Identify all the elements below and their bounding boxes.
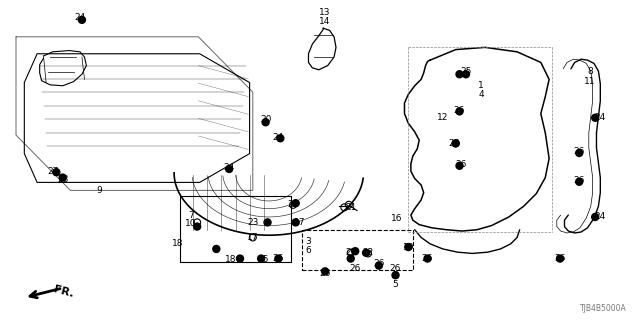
Text: 27: 27 xyxy=(47,167,59,176)
Circle shape xyxy=(322,268,328,275)
Circle shape xyxy=(194,223,200,230)
Text: 11: 11 xyxy=(584,77,596,86)
Text: 19: 19 xyxy=(403,243,414,252)
Circle shape xyxy=(424,255,431,262)
Text: 28: 28 xyxy=(57,175,68,184)
Text: 23: 23 xyxy=(287,200,299,209)
Text: 26: 26 xyxy=(373,260,385,268)
Text: 17: 17 xyxy=(294,218,305,227)
Text: 2: 2 xyxy=(393,271,398,280)
Text: 10: 10 xyxy=(185,220,196,228)
Circle shape xyxy=(456,71,463,78)
Circle shape xyxy=(592,213,598,220)
Text: 18: 18 xyxy=(225,255,236,264)
Circle shape xyxy=(376,262,382,269)
Text: 12: 12 xyxy=(437,113,449,122)
Circle shape xyxy=(275,255,282,262)
Circle shape xyxy=(576,178,582,185)
Text: 26: 26 xyxy=(449,139,460,148)
Text: 26: 26 xyxy=(573,176,585,185)
Text: 24: 24 xyxy=(74,13,86,22)
Text: 17: 17 xyxy=(247,233,259,242)
Circle shape xyxy=(264,219,271,226)
Circle shape xyxy=(452,140,459,147)
Circle shape xyxy=(463,71,469,78)
Text: 13: 13 xyxy=(319,8,331,17)
Text: 22: 22 xyxy=(362,248,374,257)
Text: 5: 5 xyxy=(393,280,398,289)
Circle shape xyxy=(79,16,85,23)
Text: FR.: FR. xyxy=(52,284,75,299)
Circle shape xyxy=(277,135,284,142)
Circle shape xyxy=(292,219,299,226)
Text: 26: 26 xyxy=(422,254,433,263)
Text: 4: 4 xyxy=(479,90,484,99)
Text: 14: 14 xyxy=(319,17,331,26)
Text: 26: 26 xyxy=(319,269,331,278)
Text: 23: 23 xyxy=(247,218,259,227)
Text: 1: 1 xyxy=(479,81,484,90)
Text: 26: 26 xyxy=(454,106,465,115)
Text: 26: 26 xyxy=(455,160,467,169)
Circle shape xyxy=(258,255,264,262)
Circle shape xyxy=(60,174,66,181)
Text: 24: 24 xyxy=(223,164,235,172)
Circle shape xyxy=(352,248,358,255)
Text: 15: 15 xyxy=(258,255,269,264)
Text: 24: 24 xyxy=(273,133,284,142)
Text: 6: 6 xyxy=(306,246,311,255)
Bar xyxy=(302,230,413,270)
Text: 22: 22 xyxy=(345,248,356,257)
Circle shape xyxy=(592,114,598,121)
Circle shape xyxy=(237,255,243,262)
Text: 26: 26 xyxy=(573,148,585,156)
Text: 18: 18 xyxy=(172,239,184,248)
Text: 20: 20 xyxy=(260,116,271,124)
Text: 8: 8 xyxy=(588,68,593,76)
Circle shape xyxy=(576,149,582,156)
Text: 26: 26 xyxy=(390,264,401,273)
Circle shape xyxy=(262,119,269,126)
Circle shape xyxy=(456,108,463,115)
Text: 7: 7 xyxy=(188,212,193,220)
Circle shape xyxy=(53,169,60,176)
Circle shape xyxy=(456,162,463,169)
Text: 21: 21 xyxy=(345,203,356,212)
Circle shape xyxy=(226,165,232,172)
Text: 16: 16 xyxy=(391,214,403,223)
Circle shape xyxy=(557,255,563,262)
Text: 3: 3 xyxy=(306,237,311,246)
Text: 25: 25 xyxy=(460,68,472,76)
Text: 26: 26 xyxy=(273,254,284,263)
Text: 9: 9 xyxy=(97,186,102,195)
Circle shape xyxy=(363,249,369,256)
Text: 26: 26 xyxy=(349,264,361,273)
Text: 26: 26 xyxy=(554,254,566,263)
Circle shape xyxy=(392,272,399,279)
Text: 24: 24 xyxy=(595,113,606,122)
Circle shape xyxy=(292,200,299,207)
Circle shape xyxy=(213,245,220,252)
Circle shape xyxy=(405,244,412,251)
Circle shape xyxy=(348,255,354,262)
Text: TJB4B5000A: TJB4B5000A xyxy=(580,304,627,313)
Text: 24: 24 xyxy=(595,212,606,221)
